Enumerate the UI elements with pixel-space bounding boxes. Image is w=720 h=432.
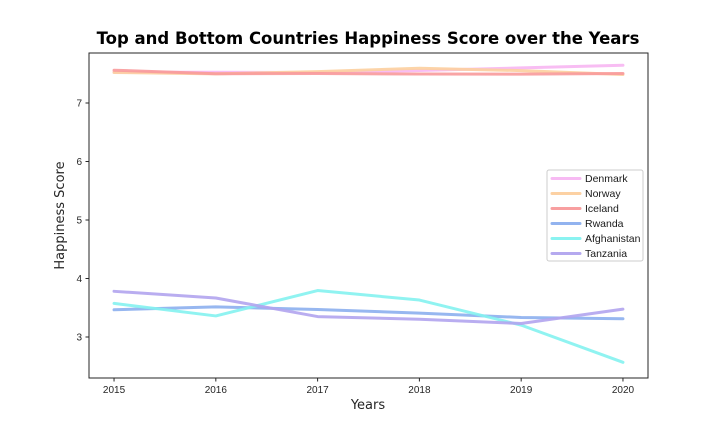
line-rwanda [112, 305, 625, 321]
line-afghanistan [112, 289, 625, 364]
x-tick-label: 2019 [510, 385, 533, 396]
legend-item-afghanistan: Afghanistan [550, 233, 641, 245]
y-tick-label: 6 [76, 157, 82, 168]
axis-ticks: 2015 2016 2017 2018 2019 2020 3 4 5 6 7 [76, 99, 634, 396]
chart-title: Top and Bottom Countries Happiness Score… [97, 29, 640, 48]
line-iceland [112, 68, 625, 76]
legend-label-norway: Norway [585, 188, 621, 200]
x-tick-label: 2017 [306, 385, 329, 396]
legend-item-denmark: Denmark [550, 173, 628, 185]
legend-label-afghanistan: Afghanistan [585, 233, 641, 245]
x-tick-label: 2018 [408, 385, 431, 396]
legend-label-iceland: Iceland [585, 203, 619, 215]
line-tanzania [112, 289, 625, 325]
legend-item-norway: Norway [550, 188, 621, 200]
legend-item-iceland: Iceland [550, 203, 619, 215]
legend: Denmark Norway Iceland Rwanda Afghanistan Tan… [546, 169, 644, 262]
y-axis-label: Happiness Score [53, 161, 68, 269]
legend-label-tanzania: Tanzania [585, 248, 627, 260]
legend-label-rwanda: Rwanda [585, 218, 624, 230]
x-tick-label: 2020 [612, 385, 635, 396]
plot-area-border [88, 52, 649, 379]
legend-label-denmark: Denmark [585, 173, 628, 185]
x-axis-label: Years [350, 398, 386, 413]
x-tick-label: 2015 [103, 385, 126, 396]
y-tick-label: 4 [76, 274, 82, 285]
x-tick-label: 2016 [205, 385, 228, 396]
y-tick-label: 7 [76, 99, 82, 110]
legend-item-tanzania: Tanzania [550, 248, 627, 260]
y-tick-label: 5 [76, 216, 82, 227]
series-lines [112, 63, 625, 364]
legend-item-rwanda: Rwanda [550, 218, 624, 230]
y-tick-label: 3 [76, 332, 82, 343]
